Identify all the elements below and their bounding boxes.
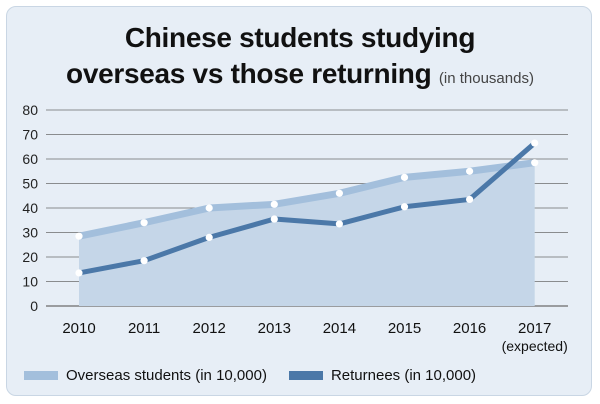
y-tick-label: 0: [30, 298, 38, 314]
data-point-returnees: [466, 195, 474, 204]
legend-label-overseas: Overseas students (in 10,000): [66, 367, 267, 384]
x-tick-label: 2011: [128, 320, 160, 337]
data-point-overseas: [400, 173, 409, 181]
y-tick-label: 50: [22, 176, 38, 192]
legend: Overseas students (in 10,000) Returnees …: [24, 367, 498, 384]
y-tick-label: 40: [22, 200, 38, 216]
data-point-returnees: [335, 220, 343, 228]
data-point-returnees: [140, 257, 148, 265]
area-overseas: [79, 162, 535, 306]
data-point-overseas: [335, 189, 343, 197]
y-tick-label: 20: [22, 249, 38, 265]
data-point-overseas: [75, 232, 83, 240]
series-line-returnees: [78, 141, 537, 276]
y-tick-label: 80: [22, 102, 38, 118]
data-point-overseas: [466, 167, 474, 175]
y-tick-label: 70: [22, 127, 38, 143]
data-point-overseas: [140, 219, 148, 227]
series-line-overseas: [78, 159, 536, 240]
x-tick-label: 2013: [258, 320, 291, 337]
data-point-returnees: [75, 269, 83, 277]
chart-title-line2: overseas vs those returning (in thousand…: [66, 58, 534, 89]
x-tick-label: 2017: [518, 320, 551, 337]
x-tick-label: 2014: [323, 320, 356, 337]
y-tick-label: 60: [22, 151, 38, 167]
legend-label-returnees: Returnees (in 10,000): [330, 367, 477, 384]
x-tick-label: 2012: [193, 320, 226, 337]
x-tick-sublabel: (expected): [502, 338, 568, 354]
data-point-overseas: [531, 159, 539, 167]
x-tick-label: 2010: [62, 320, 95, 337]
x-tick-label: 2016: [453, 320, 486, 337]
y-tick-label: 10: [22, 274, 38, 290]
data-point-overseas: [270, 200, 278, 208]
y-tick-label: 30: [22, 225, 38, 241]
legend-item-returnees: Returnees (in 10,000): [288, 367, 477, 384]
legend-swatch-overseas: [24, 371, 58, 380]
chart-title-unit: (in thousands): [438, 70, 534, 87]
data-point-returnees: [531, 139, 539, 147]
chart-title-line1: Chinese students studying: [124, 22, 476, 53]
data-point-overseas: [205, 204, 213, 212]
legend-swatch-returnees: [288, 371, 323, 380]
data-point-returnees: [205, 233, 213, 241]
data-point-returnees: [270, 215, 278, 223]
legend-item-overseas: Overseas students (in 10,000): [24, 367, 267, 384]
x-tick-label: 2015: [388, 320, 421, 337]
data-point-returnees: [400, 203, 409, 211]
